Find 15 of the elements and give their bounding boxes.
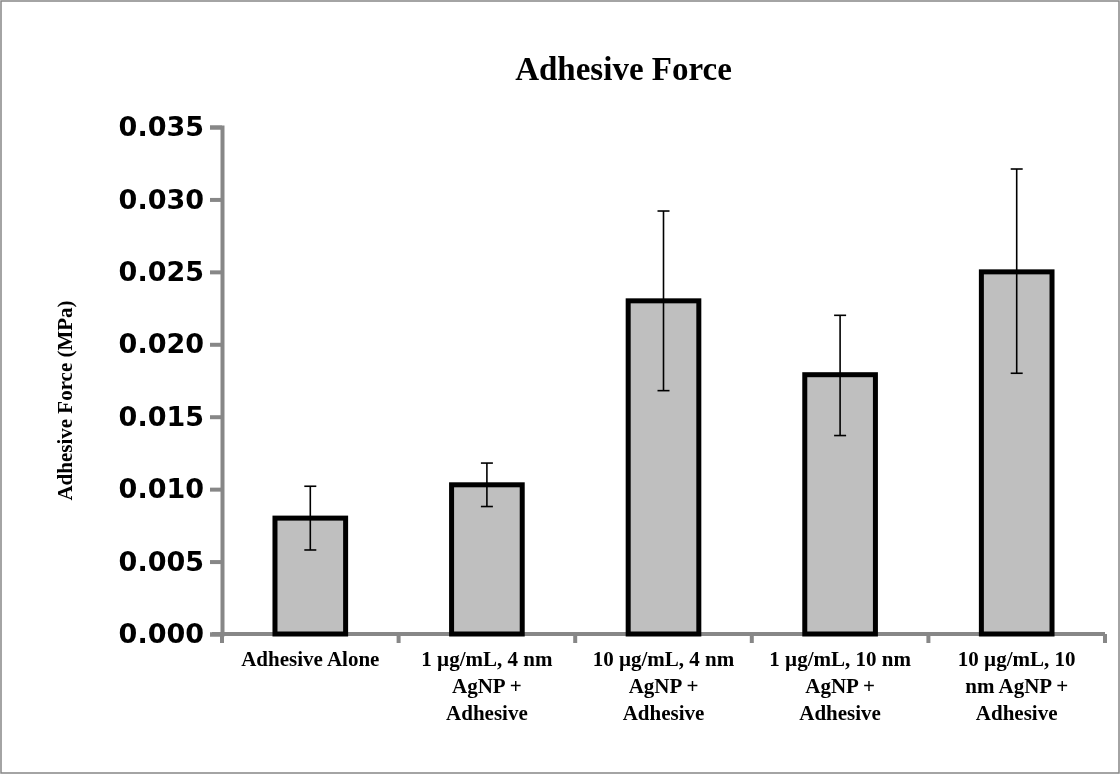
y-tick-label: 0.030 [118,183,204,215]
chart-title: Adhesive Force [515,51,732,87]
x-tick-label: 10 µg/mL, 4 nm AgNP + Adhesive [592,647,735,725]
x-tick-label: 1 µg/mL, 4 nm AgNP + Adhesive [421,647,553,725]
x-tick-label: 1 µg/mL, 10 nm AgNP + Adhesive [769,647,912,725]
y-axis-title: Adhesive Force (MPa) [53,300,77,501]
y-tick-label: 0.020 [118,328,204,360]
y-tick-label: 0.025 [118,256,204,287]
y-tick-label: 0.015 [118,400,204,432]
x-tick-label: Adhesive Alone [241,647,380,671]
x-tick-label: 10 µg/mL, 10 nm AgNP + Adhesive [957,647,1076,725]
y-tick-label: 0.000 [118,618,204,650]
y-tick-label: 0.010 [118,473,204,505]
y-tick-label: 0.005 [118,545,204,577]
y-tick-label: 0.035 [118,111,204,143]
